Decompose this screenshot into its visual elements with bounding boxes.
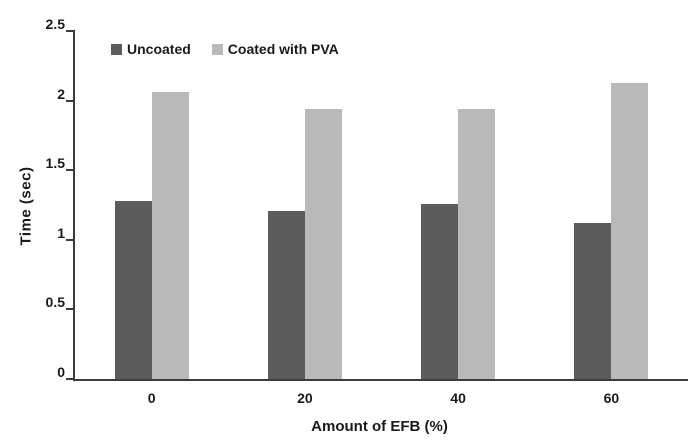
legend-label-coated-with-pva: Coated with PVA xyxy=(227,41,339,57)
legend-item-uncoated: Uncoated xyxy=(111,41,191,57)
y-axis-tick-0 xyxy=(66,378,75,380)
y-axis-label-0.5: 0.5 xyxy=(45,294,65,311)
bar-coated-with-pva-efb-0 xyxy=(151,92,189,379)
legend-label-uncoated: Uncoated xyxy=(127,41,191,57)
bar-coated-with-pva-efb-20 xyxy=(304,108,342,379)
legend-swatch-coated-icon xyxy=(211,43,223,55)
x-axis-label-60: 60 xyxy=(603,390,620,406)
x-axis-title: Amount of EFB (%) xyxy=(311,418,448,435)
bar-coated-with-pva-efb-60 xyxy=(611,82,649,379)
y-axis-tick-2.5 xyxy=(66,30,75,32)
x-axis-label-40: 40 xyxy=(450,390,466,406)
legend: Uncoated Coated with PVA xyxy=(111,41,339,57)
y-axis-tick-1 xyxy=(66,238,75,241)
bar-coated-with-pva-efb-40 xyxy=(458,108,496,379)
y-axis-label-0: 0 xyxy=(57,364,65,380)
y-axis-label-2.5: 2.5 xyxy=(45,16,65,32)
bar-uncoated-efb-40 xyxy=(421,203,459,379)
y-axis-tick-1.5 xyxy=(66,169,75,172)
legend-swatch-uncoated-icon xyxy=(111,43,122,55)
y-axis-tick-2 xyxy=(66,99,75,102)
bar-uncoated-efb-0 xyxy=(114,200,152,379)
y-axis-tick-0.5 xyxy=(66,308,75,311)
y-axis-label-2: 2 xyxy=(57,85,65,102)
x-axis-label-20: 20 xyxy=(297,390,313,406)
plot-area: Uncoated Coated with PVA 0 0.5 1 1.5 2 2.5 0 20… xyxy=(46,17,688,406)
bar-uncoated-efb-60 xyxy=(574,223,612,379)
y-axis-label-1.5: 1.5 xyxy=(45,155,65,172)
y-axis-label-1: 1 xyxy=(57,224,65,241)
legend-item-coated-with-pva: Coated with PVA xyxy=(211,41,339,57)
x-axis-label-0: 0 xyxy=(147,390,156,406)
bar-uncoated-efb-20 xyxy=(267,210,305,379)
